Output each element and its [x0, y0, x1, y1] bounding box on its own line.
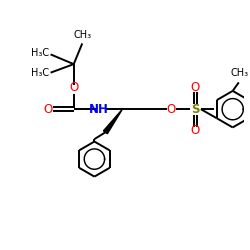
- Text: O: O: [191, 124, 200, 137]
- Text: CH₃: CH₃: [73, 30, 91, 40]
- Text: S: S: [191, 103, 200, 116]
- Text: O: O: [191, 81, 200, 94]
- Polygon shape: [104, 109, 122, 134]
- Text: O: O: [166, 103, 176, 116]
- Text: H₃C: H₃C: [31, 68, 50, 78]
- Text: O: O: [44, 103, 53, 116]
- Text: H₃C: H₃C: [31, 48, 50, 58]
- Text: CH₃: CH₃: [231, 68, 249, 78]
- Text: NH: NH: [89, 103, 109, 116]
- Text: O: O: [69, 81, 78, 94]
